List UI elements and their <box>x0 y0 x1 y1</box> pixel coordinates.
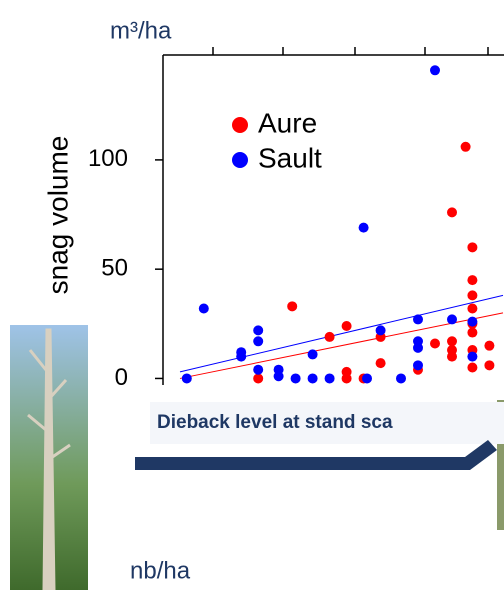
second-unit-label: nb/ha <box>130 557 191 584</box>
y-axis-label: snag volume <box>42 136 73 295</box>
point <box>253 325 263 335</box>
point <box>430 65 440 75</box>
point <box>376 358 386 368</box>
point <box>413 343 423 353</box>
point <box>484 360 494 370</box>
page: m³/ha snag volume 0 50 100 Aure Sault Diebac… <box>0 0 504 590</box>
point <box>447 336 457 346</box>
point <box>325 373 335 383</box>
plot: 0 50 100 Aure Sault <box>88 47 504 391</box>
point <box>447 352 457 362</box>
y-unit-label: m³/ha <box>110 17 172 44</box>
arrow <box>135 440 497 470</box>
point <box>467 328 477 338</box>
legend-marker <box>232 117 248 133</box>
point <box>182 373 192 383</box>
legend-marker <box>232 152 248 168</box>
point <box>253 336 263 346</box>
point <box>413 360 423 370</box>
point <box>413 314 423 324</box>
point <box>359 223 369 233</box>
point <box>467 363 477 373</box>
point <box>342 373 352 383</box>
point <box>291 373 301 383</box>
point <box>253 373 263 383</box>
point <box>199 304 209 314</box>
point <box>287 301 297 311</box>
point <box>308 349 318 359</box>
chart: m³/ha snag volume 0 50 100 Aure Sault Diebac… <box>0 0 504 590</box>
point <box>430 338 440 348</box>
y-tick-label: 50 <box>101 255 128 282</box>
legend-label: Sault <box>258 142 322 173</box>
point <box>376 325 386 335</box>
point <box>447 314 457 324</box>
point <box>467 242 477 252</box>
banner-text: Dieback level at stand sca <box>157 412 393 433</box>
point <box>467 290 477 300</box>
point <box>461 142 471 152</box>
point <box>396 373 406 383</box>
legend-label: Aure <box>258 107 317 138</box>
point <box>253 365 263 375</box>
point <box>447 207 457 217</box>
y-tick-label: 0 <box>115 364 128 391</box>
point <box>467 352 477 362</box>
point <box>467 304 477 314</box>
point <box>467 275 477 285</box>
point <box>342 321 352 331</box>
point <box>467 317 477 327</box>
point <box>362 373 372 383</box>
point <box>308 373 318 383</box>
point <box>236 352 246 362</box>
point <box>484 341 494 351</box>
y-tick-label: 100 <box>88 145 128 172</box>
point <box>325 332 335 342</box>
point <box>274 365 284 375</box>
